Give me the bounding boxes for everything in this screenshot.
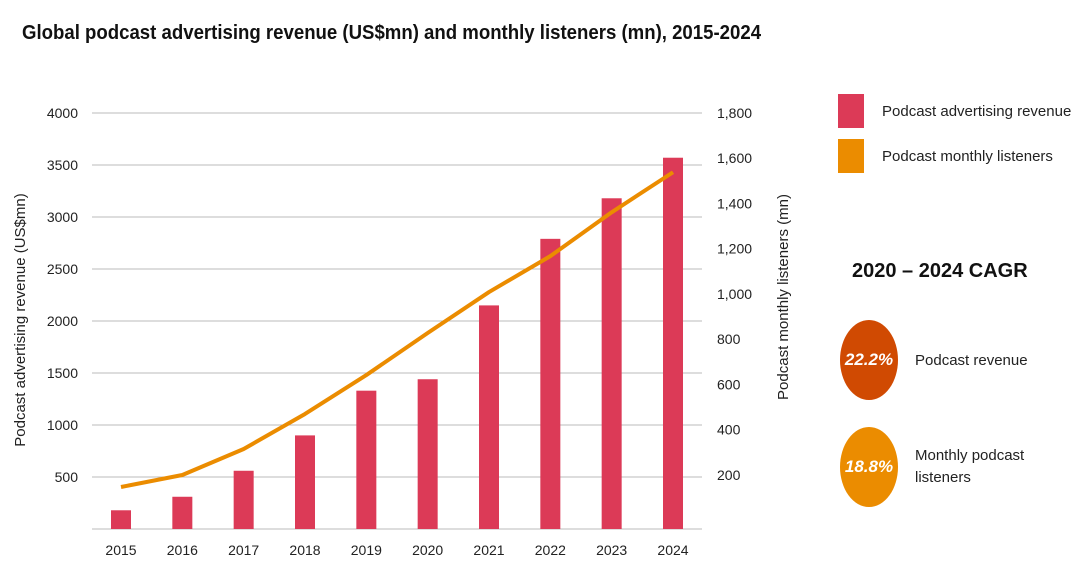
legend-label: Podcast advertising revenue xyxy=(882,102,1072,120)
bar-2020 xyxy=(417,379,438,529)
bar-2022 xyxy=(540,238,561,529)
y2-axis-label: Podcast monthly listeners (mn) xyxy=(775,194,792,400)
cagr-listeners-label: Monthly podcast listeners xyxy=(915,447,1025,486)
x-tick-label: 2018 xyxy=(289,542,320,558)
bar-2015 xyxy=(111,510,131,529)
x-tick-label: 2020 xyxy=(412,542,443,558)
cagr-revenue-label: Podcast revenue xyxy=(915,352,1028,369)
y2-tick-label: 1,200 xyxy=(717,241,752,257)
y2-tick-label: 1,400 xyxy=(717,195,752,211)
cagr-listeners-badge: 18.8% xyxy=(840,427,898,507)
legend-item-revenue: Podcast advertising revenue xyxy=(838,94,1071,128)
y2-tick-label: 1,800 xyxy=(717,105,752,121)
y-tick-label: 4000 xyxy=(47,105,78,121)
y2-tick-label: 1,600 xyxy=(717,150,752,166)
legend-item-listeners: Podcast monthly listeners xyxy=(838,139,1053,173)
y-axis-label: Podcast advertising revenue (US$mn) xyxy=(12,193,29,446)
y-tick-label: 1500 xyxy=(47,365,78,381)
bar-2016 xyxy=(172,496,193,529)
y2-tick-label: 400 xyxy=(717,422,741,438)
y-tick-label: 2000 xyxy=(47,313,78,329)
y2-tick-label: 800 xyxy=(717,331,741,347)
bar-2024 xyxy=(663,157,683,529)
bar-2023 xyxy=(601,198,622,529)
x-tick-label: 2022 xyxy=(535,542,566,558)
y2-tick-label: 1,000 xyxy=(717,286,752,302)
y2-tick-label: 200 xyxy=(717,467,741,483)
y-tick-label: 3000 xyxy=(47,209,78,225)
x-tick-label: 2016 xyxy=(167,542,198,558)
chart-title: Global podcast advertising revenue (US$m… xyxy=(22,22,762,44)
legend-label: Podcast monthly listeners xyxy=(882,147,1053,165)
listeners-line xyxy=(120,170,675,489)
y-tick-label: 3500 xyxy=(47,157,78,173)
x-tick-label: 2024 xyxy=(657,542,688,558)
x-tick-label: 2015 xyxy=(105,542,136,558)
bar-2021 xyxy=(479,305,499,529)
cagr-title: 2020 – 2024 CAGR xyxy=(852,260,1028,282)
x-tick-label: 2021 xyxy=(473,542,504,558)
bar-2019 xyxy=(356,390,377,529)
x-tick-label: 2019 xyxy=(351,542,382,558)
y-tick-label: 500 xyxy=(55,469,79,485)
y2-tick-label: 600 xyxy=(717,376,741,392)
x-tick-label: 2017 xyxy=(228,542,259,558)
y-tick-label: 1000 xyxy=(47,417,78,433)
legend-swatch-listeners xyxy=(838,139,864,173)
legend-swatch-revenue xyxy=(838,94,864,128)
y-tick-label: 2500 xyxy=(47,261,78,277)
x-tick-label: 2023 xyxy=(596,542,627,558)
bar-2018 xyxy=(295,435,315,529)
bar-2017 xyxy=(233,470,254,529)
cagr-revenue-badge: 22.2% xyxy=(840,320,898,400)
